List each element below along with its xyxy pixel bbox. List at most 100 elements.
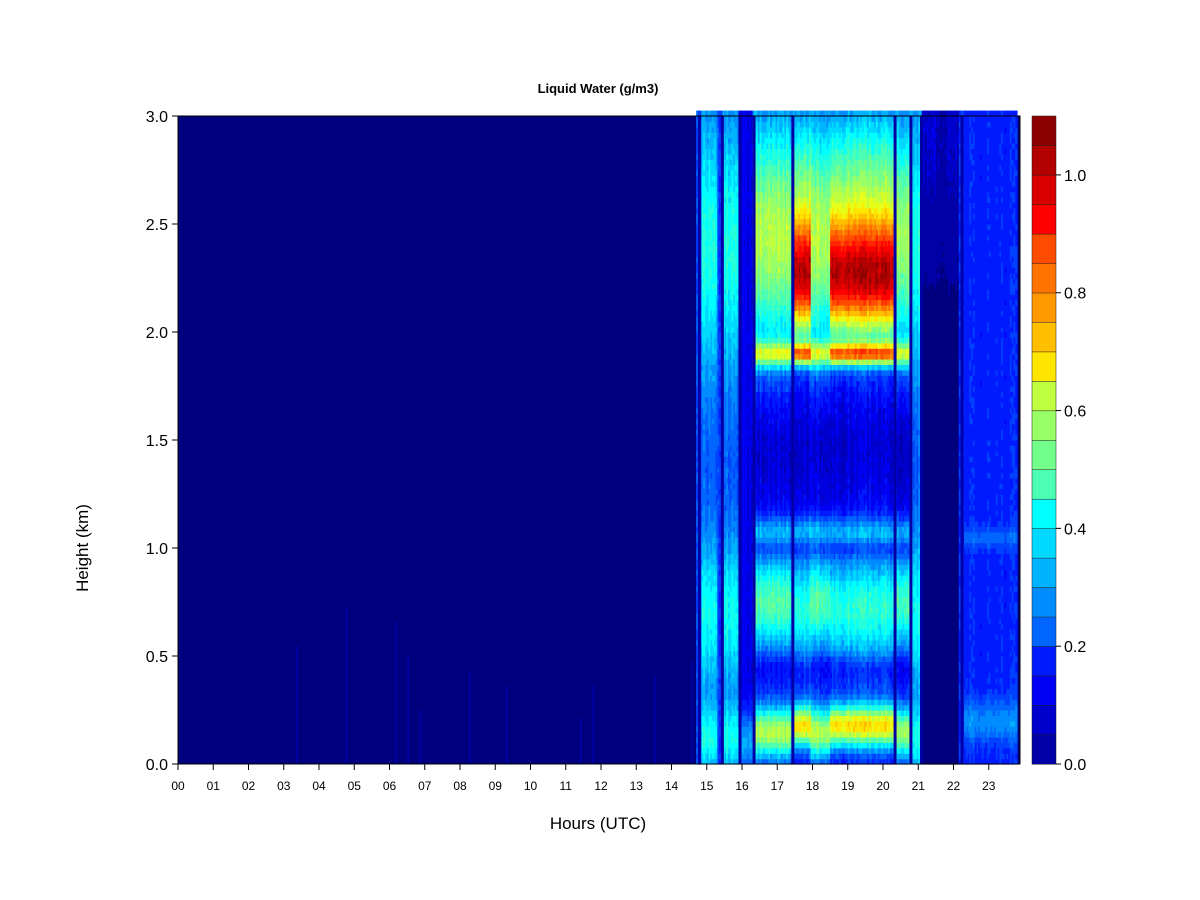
heatmap-cell — [747, 450, 750, 457]
heatmap-cell — [710, 418, 713, 425]
heatmap-cell — [715, 650, 718, 657]
heatmap-cell — [726, 132, 729, 139]
heatmap-cell — [733, 283, 736, 290]
heatmap-cell — [733, 634, 736, 641]
heatmap-cell — [704, 348, 708, 355]
heatmap-cell — [724, 467, 727, 473]
heatmap-cell — [727, 251, 731, 257]
heatmap-cell — [717, 434, 720, 441]
heatmap-cell — [706, 121, 710, 128]
heatmap-cell — [719, 693, 722, 700]
heatmap-cell — [715, 629, 718, 635]
heatmap-cell — [704, 143, 708, 149]
heatmap-cell — [750, 175, 754, 182]
heatmap-cell — [736, 175, 740, 182]
heatmap-cell — [713, 742, 717, 749]
heatmap-cell — [729, 288, 733, 295]
heatmap-cell — [727, 504, 731, 511]
heatmap-cell — [747, 472, 750, 479]
heatmap-cell — [719, 731, 722, 738]
heatmap-cell — [731, 256, 734, 263]
heatmap-cell — [749, 618, 752, 625]
heatmap-cell — [743, 218, 747, 225]
heatmap-cell — [756, 267, 759, 274]
heatmap-cell — [757, 375, 761, 382]
heatmap-cell — [726, 429, 729, 436]
heatmap-cell — [749, 461, 752, 468]
heatmap-cell — [706, 207, 710, 214]
heatmap-cell — [749, 342, 752, 349]
heatmap-cell — [719, 283, 722, 290]
heatmap-cell — [726, 299, 729, 306]
heatmap-cell — [734, 153, 738, 160]
heatmap-cell — [763, 715, 766, 722]
heatmap-cell — [733, 116, 736, 122]
heatmap-cell — [726, 315, 729, 322]
heatmap-cell — [719, 137, 722, 144]
heatmap-cell — [729, 332, 733, 338]
heatmap-cell — [734, 499, 738, 506]
heatmap-cell — [726, 391, 729, 398]
heatmap-cell — [505, 686, 508, 764]
heatmap-cell — [704, 413, 708, 419]
heatmap-cell — [724, 375, 727, 382]
heatmap-cell — [729, 116, 733, 122]
heatmap-cell — [757, 456, 761, 463]
heatmap-cell — [742, 693, 745, 700]
heatmap-cell — [734, 602, 738, 608]
heatmap-cell — [759, 132, 762, 139]
heatmap-cell — [710, 348, 713, 355]
heatmap-cell — [729, 591, 733, 598]
heatmap-cell — [727, 515, 731, 522]
heatmap-cell — [719, 148, 722, 155]
heatmap-cell — [759, 531, 762, 538]
heatmap-cell — [736, 261, 740, 268]
heatmap-cell — [715, 396, 718, 403]
heatmap-cell — [715, 359, 718, 365]
heatmap-cell — [733, 137, 736, 144]
heatmap-cell — [731, 267, 734, 274]
heatmap-cell — [719, 359, 722, 365]
heatmap-cell — [757, 272, 761, 279]
heatmap-cell — [701, 461, 704, 468]
heatmap-cell — [701, 634, 704, 641]
heatmap-cell — [712, 639, 715, 646]
heatmap-cell — [717, 364, 720, 371]
heatmap-cell — [749, 207, 752, 214]
heatmap-cell — [703, 623, 706, 630]
heatmap-cell — [717, 396, 720, 403]
heatmap-cell — [749, 672, 752, 679]
heatmap-cell — [757, 299, 761, 306]
heatmap-cell — [717, 116, 720, 122]
heatmap-cell — [710, 564, 713, 571]
heatmap-cell — [727, 742, 731, 749]
heatmap-cell — [713, 283, 717, 290]
heatmap-cell — [724, 591, 727, 598]
heatmap-cell — [743, 175, 747, 182]
heatmap-cell — [742, 267, 745, 274]
heatmap-cell — [715, 261, 718, 268]
heatmap-cell — [696, 537, 699, 544]
heatmap-cell — [704, 747, 708, 754]
heatmap-cell — [704, 672, 708, 679]
heatmap-cell — [701, 175, 704, 182]
heatmap-cell — [715, 612, 718, 619]
heatmap-cell — [701, 483, 704, 490]
heatmap-cell — [713, 315, 717, 322]
heatmap-cell — [719, 337, 722, 344]
heatmap-cell — [719, 153, 722, 160]
heatmap-cell — [713, 359, 717, 365]
heatmap-cell — [708, 402, 711, 409]
heatmap-cell — [703, 569, 706, 576]
heatmap-cell — [745, 666, 748, 673]
heatmap-cell — [727, 564, 731, 571]
heatmap-cell — [715, 445, 718, 452]
heatmap-cell — [726, 261, 729, 268]
heatmap-cell — [750, 758, 754, 765]
heatmap-cell — [727, 369, 731, 376]
heatmap-cell — [736, 515, 740, 522]
heatmap-cell — [761, 267, 764, 274]
heatmap-cell — [759, 234, 762, 241]
heatmap-cell — [736, 591, 740, 598]
heatmap-cell — [704, 483, 708, 490]
